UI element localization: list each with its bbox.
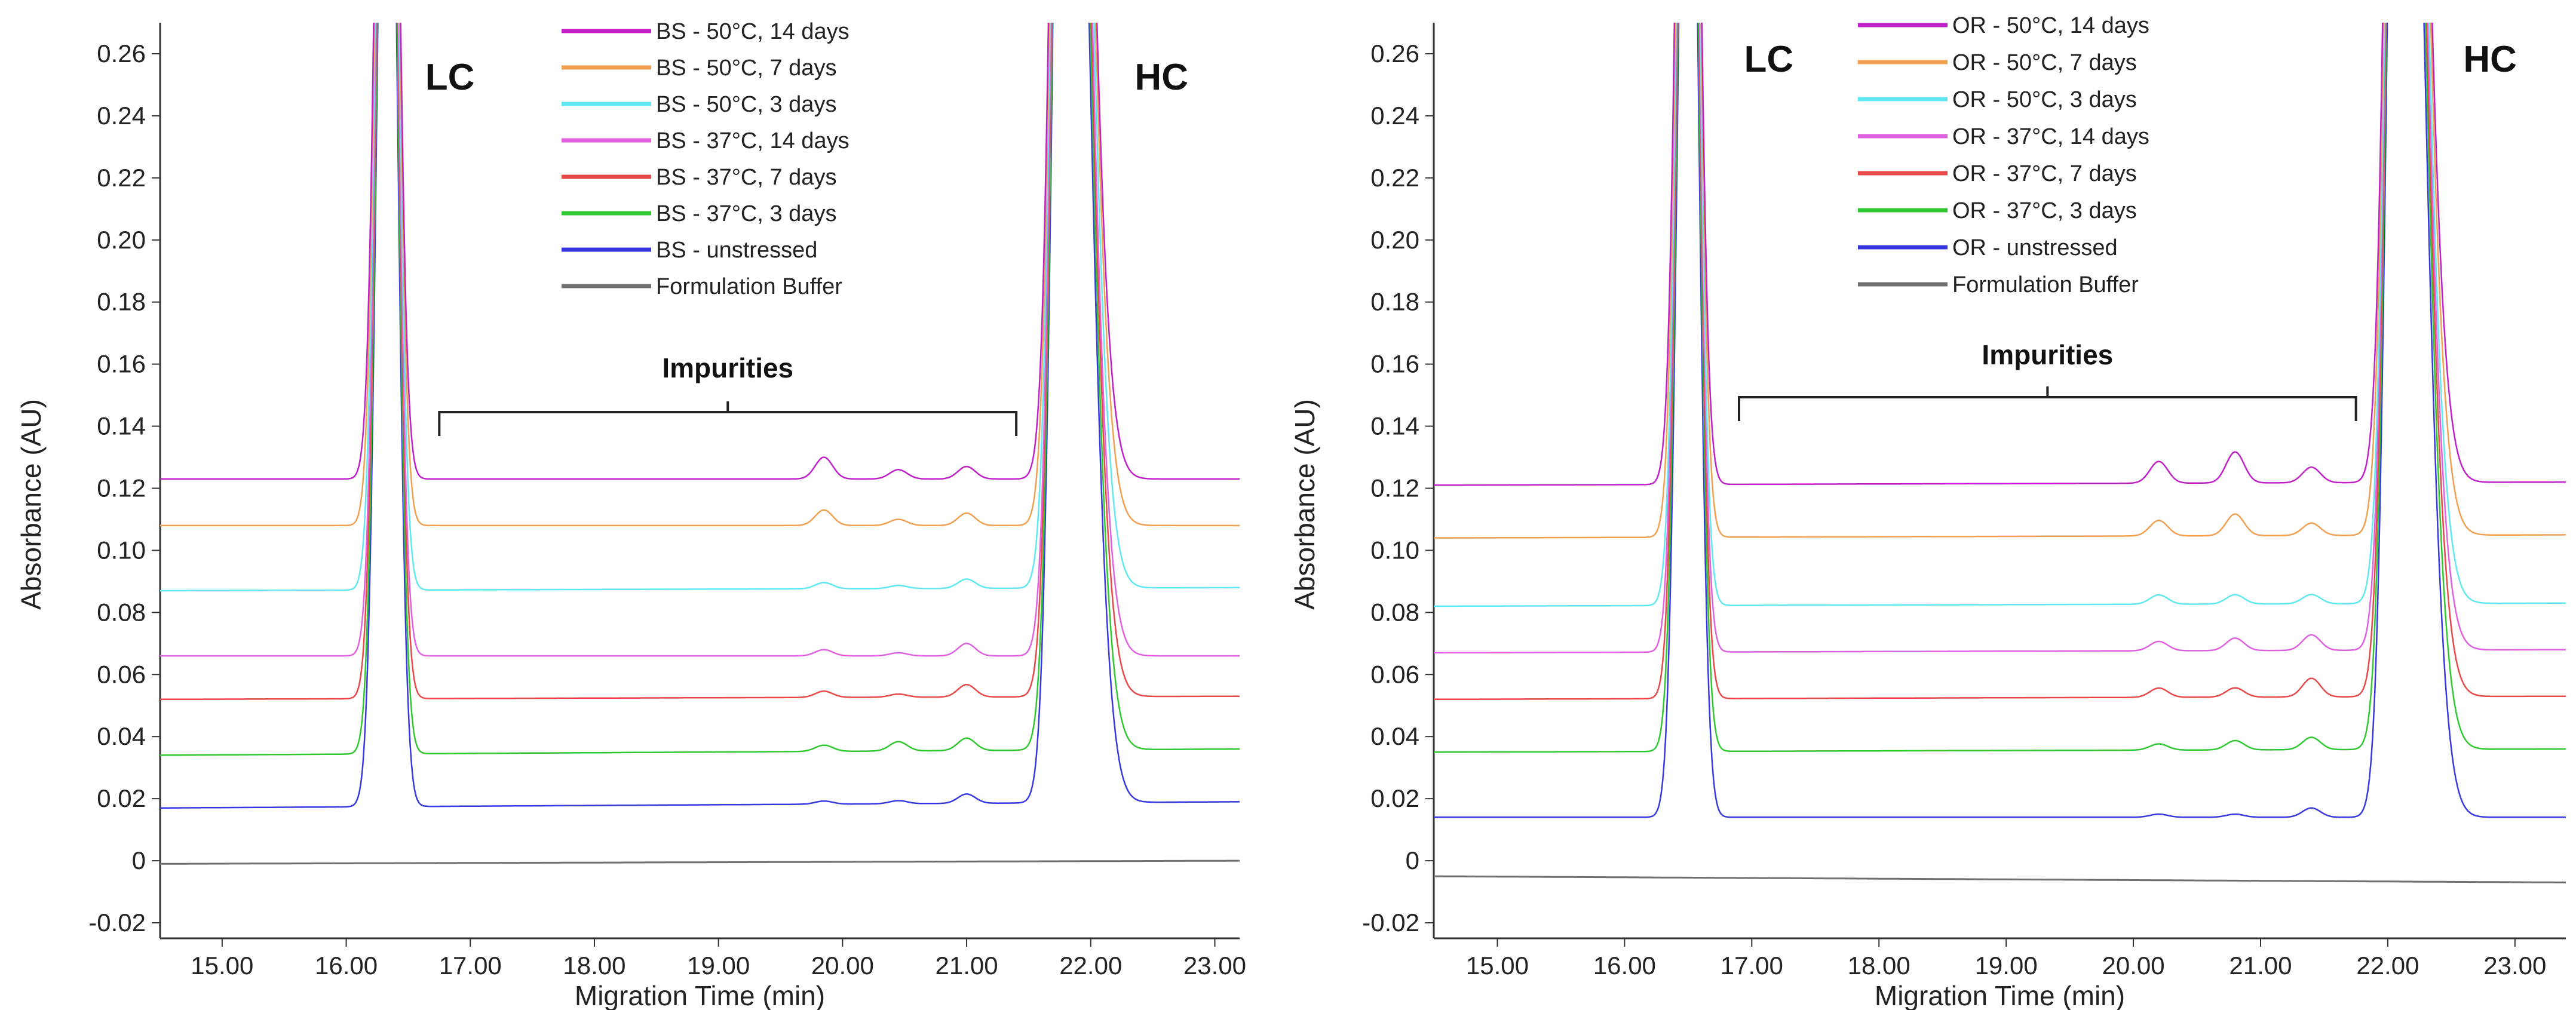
x-tick-label: 23.00 bbox=[1183, 951, 1246, 980]
legend-label-1: OR - 50°C, 7 days bbox=[1952, 50, 2137, 75]
y-tick-label: 0.04 bbox=[97, 722, 146, 750]
y-axis-label: Absorbance (AU) bbox=[16, 399, 47, 610]
series-line-7 bbox=[160, 859, 1240, 865]
y-tick-label: 0.12 bbox=[1370, 474, 1419, 502]
series-line-4 bbox=[1434, 23, 2566, 701]
y-tick-label: 0.06 bbox=[1370, 660, 1419, 688]
y-axis-label: Absorbance (AU) bbox=[1289, 399, 1320, 610]
legend-label-0: OR - 50°C, 14 days bbox=[1952, 13, 2149, 38]
series-line-2 bbox=[1434, 23, 2566, 607]
impurities-label: Impurities bbox=[662, 352, 793, 383]
legend-label-2: OR - 50°C, 3 days bbox=[1952, 87, 2137, 112]
legend-label-2: BS - 50°C, 3 days bbox=[656, 92, 836, 117]
series-line-6 bbox=[1434, 23, 2566, 818]
y-tick-label: 0.26 bbox=[97, 39, 146, 67]
x-tick-label: 19.00 bbox=[1975, 951, 2038, 980]
y-tick-label: 0.10 bbox=[1370, 536, 1419, 564]
legend-label-5: OR - 37°C, 3 days bbox=[1952, 198, 2137, 223]
y-tick-label: 0.10 bbox=[97, 536, 146, 564]
y-tick-label: 0.24 bbox=[97, 102, 146, 130]
y-tick-label: 0.20 bbox=[1370, 226, 1419, 254]
legend-label-6: BS - unstressed bbox=[656, 238, 817, 263]
x-tick-label: 16.00 bbox=[315, 951, 378, 980]
y-tick-label: 0.22 bbox=[1370, 164, 1419, 192]
y-tick-label: 0 bbox=[132, 846, 146, 874]
legend-label-3: BS - 37°C, 14 days bbox=[656, 128, 850, 154]
y-tick-label: 0.08 bbox=[97, 598, 146, 626]
x-axis-label: Migration Time (min) bbox=[1875, 980, 2125, 1010]
y-tick-label: 0.14 bbox=[97, 412, 146, 440]
y-tick-label: 0.20 bbox=[97, 226, 146, 254]
x-axis-label: Migration Time (min) bbox=[575, 980, 825, 1010]
x-tick-label: 22.00 bbox=[2356, 951, 2419, 980]
series-line-2 bbox=[160, 23, 1240, 592]
x-tick-label: 15.00 bbox=[191, 951, 253, 980]
y-tick-label: 0.14 bbox=[1370, 412, 1419, 440]
y-tick-label: 0.12 bbox=[97, 474, 146, 502]
legend-label-3: OR - 37°C, 14 days bbox=[1952, 124, 2149, 149]
lc-peak-label: LC bbox=[425, 57, 475, 98]
y-tick-label: -0.02 bbox=[1362, 908, 1419, 937]
legend-label-6: OR - unstressed bbox=[1952, 235, 2118, 260]
x-tick-label: 15.00 bbox=[1466, 951, 1529, 980]
series-line-0 bbox=[160, 23, 1240, 480]
x-tick-label: 21.00 bbox=[2229, 951, 2292, 980]
y-tick-label: 0 bbox=[1406, 846, 1419, 874]
hc-peak-label: HC bbox=[1134, 57, 1188, 98]
series-line-6 bbox=[160, 23, 1240, 809]
series-line-0 bbox=[1434, 23, 2566, 486]
y-tick-label: 0.18 bbox=[1370, 288, 1419, 316]
chart-panel-right: 0.26 0.24 0.22 0.20 0.18 0.16 0.14 0.12 0.10 0.08… bbox=[1289, 13, 2566, 1010]
y-tick-label: 0.18 bbox=[97, 288, 146, 316]
legend: OR - 50°C, 14 days OR - 50°C, 7 days OR - … bbox=[1858, 13, 2149, 297]
x-tick-label: 20.00 bbox=[811, 951, 874, 980]
x-tick-label: 19.00 bbox=[687, 951, 750, 980]
legend-label-7: Formulation Buffer bbox=[1952, 272, 2139, 297]
impurities-label: Impurities bbox=[1982, 339, 2113, 370]
series-line-7 bbox=[1434, 875, 2566, 883]
legend-label-4: OR - 37°C, 7 days bbox=[1952, 161, 2137, 186]
legend-label-7: Formulation Buffer bbox=[656, 274, 842, 299]
hc-peak-label: HC bbox=[2463, 39, 2517, 80]
legend-label-1: BS - 50°C, 7 days bbox=[656, 56, 836, 81]
y-tick-label: -0.02 bbox=[88, 908, 146, 937]
x-tick-label: 16.00 bbox=[1593, 951, 1656, 980]
series-line-3 bbox=[1434, 23, 2566, 654]
y-tick-label: 0.08 bbox=[1370, 598, 1419, 626]
series-line-1 bbox=[160, 23, 1240, 527]
lc-peak-label: LC bbox=[1744, 39, 1794, 80]
legend-label-4: BS - 37°C, 7 days bbox=[656, 165, 836, 190]
x-tick-label: 22.00 bbox=[1059, 951, 1122, 980]
legend: BS - 50°C, 14 days BS - 50°C, 7 days BS - … bbox=[562, 19, 850, 299]
y-tick-label: 0.26 bbox=[1370, 39, 1419, 67]
chart-panel-left: 0.26 0.24 0.22 0.20 0.18 0.16 0.14 0.12 0.10 0.08… bbox=[16, 19, 1246, 1010]
x-tick-label: 18.00 bbox=[563, 951, 625, 980]
traces bbox=[1434, 23, 2566, 883]
impurities-bracket bbox=[438, 401, 1018, 436]
y-tick-label: 0.04 bbox=[1370, 722, 1419, 750]
x-tick-label: 18.00 bbox=[1848, 951, 1910, 980]
x-tick-label: 17.00 bbox=[439, 951, 502, 980]
series-line-3 bbox=[160, 23, 1240, 657]
series-line-4 bbox=[160, 23, 1240, 701]
x-tick-label: 21.00 bbox=[936, 951, 998, 980]
y-tick-label: 0.02 bbox=[1370, 784, 1419, 812]
x-tick-label: 17.00 bbox=[1721, 951, 1783, 980]
legend-label-0: BS - 50°C, 14 days bbox=[656, 19, 850, 44]
y-tick-label: 0.06 bbox=[97, 660, 146, 688]
y-tick-label: 0.24 bbox=[1370, 102, 1419, 130]
series-line-5 bbox=[1434, 23, 2566, 753]
y-tick-label: 0.16 bbox=[97, 350, 146, 378]
y-tick-label: 0.02 bbox=[97, 784, 146, 812]
series-line-1 bbox=[1434, 23, 2566, 539]
x-tick-label: 20.00 bbox=[2102, 951, 2165, 980]
y-tick-label: 0.22 bbox=[97, 164, 146, 192]
legend-label-5: BS - 37°C, 3 days bbox=[656, 201, 836, 226]
traces bbox=[160, 23, 1240, 865]
impurities-bracket bbox=[1738, 386, 2357, 421]
series-line-5 bbox=[160, 23, 1240, 756]
y-tick-label: 0.16 bbox=[1370, 350, 1419, 378]
x-tick-label: 23.00 bbox=[2483, 951, 2546, 980]
